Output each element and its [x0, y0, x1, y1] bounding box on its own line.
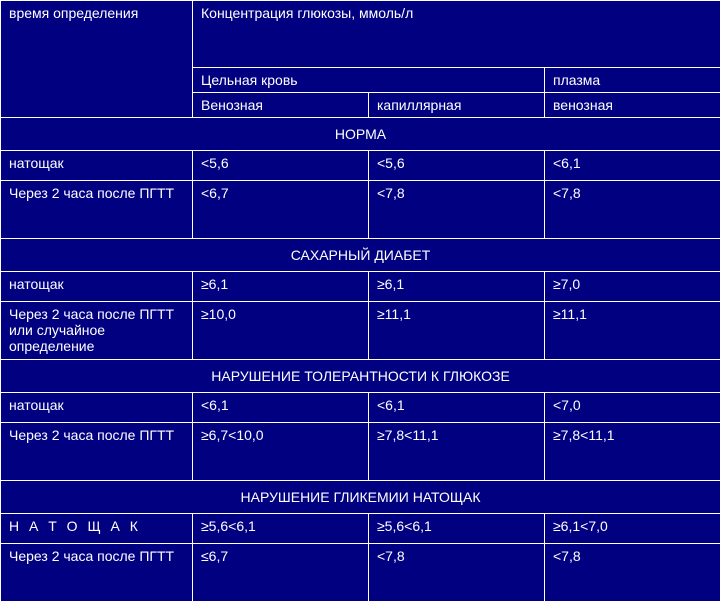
value-cell: ≥7,8<11,1	[545, 423, 720, 481]
value-cell: ≥6,1	[369, 272, 545, 302]
value-cell: <5,6	[369, 151, 545, 181]
table-row: Через 2 часа после ПГТТ или случайное оп…	[1, 302, 720, 360]
value-cell: <7,8	[369, 544, 545, 602]
row-label: Через 2 часа после ПГТТ	[1, 544, 193, 602]
value-cell: <6,1	[193, 393, 369, 423]
row-label: Через 2 часа после ПГТТ	[1, 181, 193, 239]
header-row-1: время определения Концентрация глюкозы, …	[1, 1, 720, 68]
section-title: САХАРНЫЙ ДИАБЕТ	[1, 239, 720, 272]
value-cell: <5,6	[193, 151, 369, 181]
glucose-table: время определения Концентрация глюкозы, …	[0, 0, 720, 602]
value-cell: ≥7,0	[545, 272, 720, 302]
row-label: натощак	[1, 151, 193, 181]
row-label: Н А Т О Щ А К	[1, 514, 193, 544]
value-cell: <7,8	[545, 544, 720, 602]
value-cell: ≥11,1	[369, 302, 545, 360]
value-cell: <7,0	[545, 393, 720, 423]
value-cell: <7,8	[545, 181, 720, 239]
table-body: время определения Концентрация глюкозы, …	[1, 1, 720, 602]
table-row: натощак≥6,1≥6,1≥7,0	[1, 272, 720, 302]
section-title: НАРУШЕНИЕ ТОЛЕРАНТНОСТИ К ГЛЮКОЗЕ	[1, 360, 720, 393]
value-cell: ≥6,1	[193, 272, 369, 302]
value-cell: ≤6,7	[193, 544, 369, 602]
value-cell: ≥6,7<10,0	[193, 423, 369, 481]
section-header: НАРУШЕНИЕ ТОЛЕРАНТНОСТИ К ГЛЮКОЗЕ	[1, 360, 720, 393]
value-cell: <6,7	[193, 181, 369, 239]
whole-blood-header: Цельная кровь	[193, 68, 545, 93]
row-label: натощак	[1, 393, 193, 423]
value-cell: ≥7,8<11,1	[369, 423, 545, 481]
section-header: НАРУШЕНИЕ ГЛИКЕМИИ НАТОЩАК	[1, 481, 720, 514]
venous-header: Венозная	[193, 93, 369, 118]
value-cell: <6,1	[369, 393, 545, 423]
value-cell: ≥10,0	[193, 302, 369, 360]
value-cell: <7,8	[369, 181, 545, 239]
conc-header: Концентрация глюкозы, ммоль/л	[193, 1, 720, 68]
section-title: НАРУШЕНИЕ ГЛИКЕМИИ НАТОЩАК	[1, 481, 720, 514]
table-row: Через 2 часа после ПГТТ≤6,7<7,8<7,8	[1, 544, 720, 602]
capillary-header: капиллярная	[369, 93, 545, 118]
value-cell: ≥5,6<6,1	[193, 514, 369, 544]
value-cell: <6,1	[545, 151, 720, 181]
row-label: Через 2 часа после ПГТТ или случайное оп…	[1, 302, 193, 360]
value-cell: ≥5,6<6,1	[369, 514, 545, 544]
table-row: натощак<6,1<6,1<7,0	[1, 393, 720, 423]
venous2-header: венозная	[545, 93, 720, 118]
table-row: Через 2 часа после ПГТТ<6,7<7,8<7,8	[1, 181, 720, 239]
table-row: натощак<5,6<5,6<6,1	[1, 151, 720, 181]
section-title: НОРМА	[1, 118, 720, 151]
section-header: САХАРНЫЙ ДИАБЕТ	[1, 239, 720, 272]
value-cell: ≥6,1<7,0	[545, 514, 720, 544]
table-row: Через 2 часа после ПГТТ≥6,7<10,0≥7,8<11,…	[1, 423, 720, 481]
row-label: Через 2 часа после ПГТТ	[1, 423, 193, 481]
value-cell: ≥11,1	[545, 302, 720, 360]
time-header: время определения	[1, 1, 193, 118]
plasma-header: плазма	[545, 68, 720, 93]
row-label: натощак	[1, 272, 193, 302]
table-row: Н А Т О Щ А К≥5,6<6,1≥5,6<6,1≥6,1<7,0	[1, 514, 720, 544]
section-header: НОРМА	[1, 118, 720, 151]
